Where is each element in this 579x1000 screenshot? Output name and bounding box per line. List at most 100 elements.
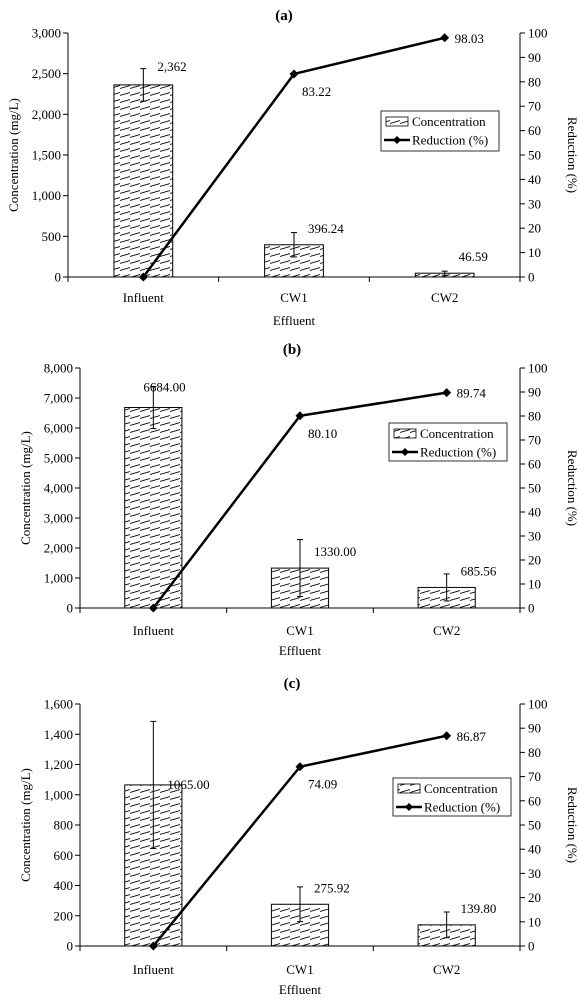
y2-tick-label: 60 [528,793,541,808]
y-tick-label: 7,000 [44,391,73,406]
y2-tick-label: 40 [528,505,541,520]
y-tick-label: 1,400 [44,727,73,742]
reduction-value-label: 89.74 [457,386,487,401]
y2-tick-label: 0 [528,601,535,616]
y-tick-label: 5,000 [44,451,73,466]
reduction-marker [289,69,299,79]
chart-panel-c: (c) 0 200 400 600 800 1,000 1,200 1,400 1,600 0 10 2… [0,662,579,1000]
legend-swatch-concentration [385,116,409,127]
y2-tick-label: 90 [528,50,541,65]
x-axis-title: Effluent [273,313,316,328]
y-tick-label: 8,000 [44,361,73,376]
legend: Concentration Reduction (%) [380,110,500,152]
y2-tick-label: 100 [528,361,548,376]
reduction-marker [442,388,452,398]
bar-value-label: 685.56 [461,563,497,578]
bar-value-label: 2,362 [157,59,186,74]
legend: Concentration Reduction (%) [388,422,508,462]
y2-tick-label: 40 [528,842,541,857]
y2-tick-label: 80 [528,409,541,424]
y2-tick-label: 30 [528,196,541,211]
y2-tick-label: 60 [528,123,541,138]
x-tick-label: CW1 [286,962,313,977]
x-tick-label: Influent [123,290,165,305]
y2-tick-label: 80 [528,745,541,760]
y2-axis-title: Reduction (%) [565,450,579,526]
y2-tick-label: 0 [528,939,535,954]
y-tick-label: 500 [42,229,62,244]
y-axis-title: Concentration (mg/L) [18,431,33,545]
y2-tick-label: 100 [528,26,548,41]
bar-value-label: 139.80 [461,901,497,916]
y-tick-label: 200 [54,908,74,923]
reduction-value-label: 74.09 [308,777,337,792]
reduction-value-label: 80.10 [308,426,337,441]
y2-tick-label: 20 [528,890,541,905]
y-tick-label: 1,500 [32,148,61,163]
legend-swatch-concentration [397,783,421,794]
reduction-value-label: 86.87 [457,729,487,744]
x-tick-label: CW1 [286,623,313,638]
legend-label-reduction: Reduction (%) [420,445,496,460]
y2-tick-label: 10 [528,914,541,929]
y2-tick-label: 30 [528,529,541,544]
y-tick-label: 400 [54,878,74,893]
bar-value-label: 6684.00 [143,379,185,394]
y2-tick-label: 50 [528,481,541,496]
y2-tick-label: 80 [528,74,541,89]
y2-tick-label: 30 [528,866,541,881]
y-tick-label: 1,200 [44,757,73,772]
chart-a-svg: (a) 0 500 1,000 1,500 2,000 2,500 3,000 0 10 20 30 4… [6,8,579,328]
y2-tick-label: 70 [528,433,541,448]
chart-c-svg: (c) 0 200 400 600 800 1,000 1,200 1,400 1,600 0 10 2… [18,676,579,997]
legend-swatch-reduction-marker [393,136,401,144]
bar-value-label: 46.59 [459,249,488,264]
legend-swatch-reduction-marker [401,448,409,456]
chart-panel-b: (b) 0 1,000 2,000 3,000 4,000 5,000 6,000 7,000 8… [0,330,579,662]
y-tick-label: 0 [67,601,74,616]
y-tick-label: 2,000 [44,541,73,556]
y-tick-label: 3,000 [44,511,73,526]
y-tick-label: 1,000 [32,188,61,203]
y2-tick-label: 50 [528,148,541,163]
reduction-marker [148,941,158,951]
y-axis-title: Concentration (mg/L) [18,768,33,882]
reduction-value-label: 98.03 [455,31,484,46]
chart-title: (b) [283,342,301,358]
reduction-marker [148,603,158,613]
x-tick-label: CW2 [433,962,460,977]
chart-b-svg: (b) 0 1,000 2,000 3,000 4,000 5,000 6,000 7,000 8… [18,342,579,658]
x-axis-title: Effluent [279,982,322,997]
bar-value-label: 1065.00 [167,777,209,792]
reduction-marker [442,731,452,741]
y2-tick-label: 90 [528,385,541,400]
y2-tick-label: 0 [528,270,535,285]
legend: Concentration Reduction (%) [392,777,512,817]
chart-title: (c) [284,676,301,692]
legend-label-concentration: Concentration [412,114,486,129]
y-tick-label: 2,500 [32,66,61,81]
y2-tick-label: 10 [528,577,541,592]
y-axis-title: Concentration (mg/L) [6,98,21,212]
reduction-marker [440,33,450,43]
y-tick-label: 6,000 [44,421,73,436]
bar-value-label: 275.92 [314,880,350,895]
chart-panel-a: (a) 0 500 1,000 1,500 2,000 2,500 3,000 0 10 20 30 4… [0,0,579,330]
bar-value-label: 1330.00 [314,544,356,559]
y2-tick-label: 20 [528,553,541,568]
y-tick-label: 3,000 [32,26,61,41]
y2-tick-label: 40 [528,172,541,187]
reduction-marker [295,762,305,772]
legend-swatch-concentration [393,428,417,439]
x-tick-label: CW1 [280,290,307,305]
y2-axis-title: Reduction (%) [565,787,579,863]
x-tick-label: Influent [133,962,175,977]
x-tick-label: Influent [133,623,175,638]
y-tick-label: 2,000 [32,107,61,122]
y2-tick-label: 50 [528,818,541,833]
legend-label-reduction: Reduction (%) [412,133,488,148]
concentration-bar [124,406,183,609]
y2-tick-label: 60 [528,457,541,472]
y-tick-label: 4,000 [44,481,73,496]
legend-swatch-reduction-marker [405,803,413,811]
